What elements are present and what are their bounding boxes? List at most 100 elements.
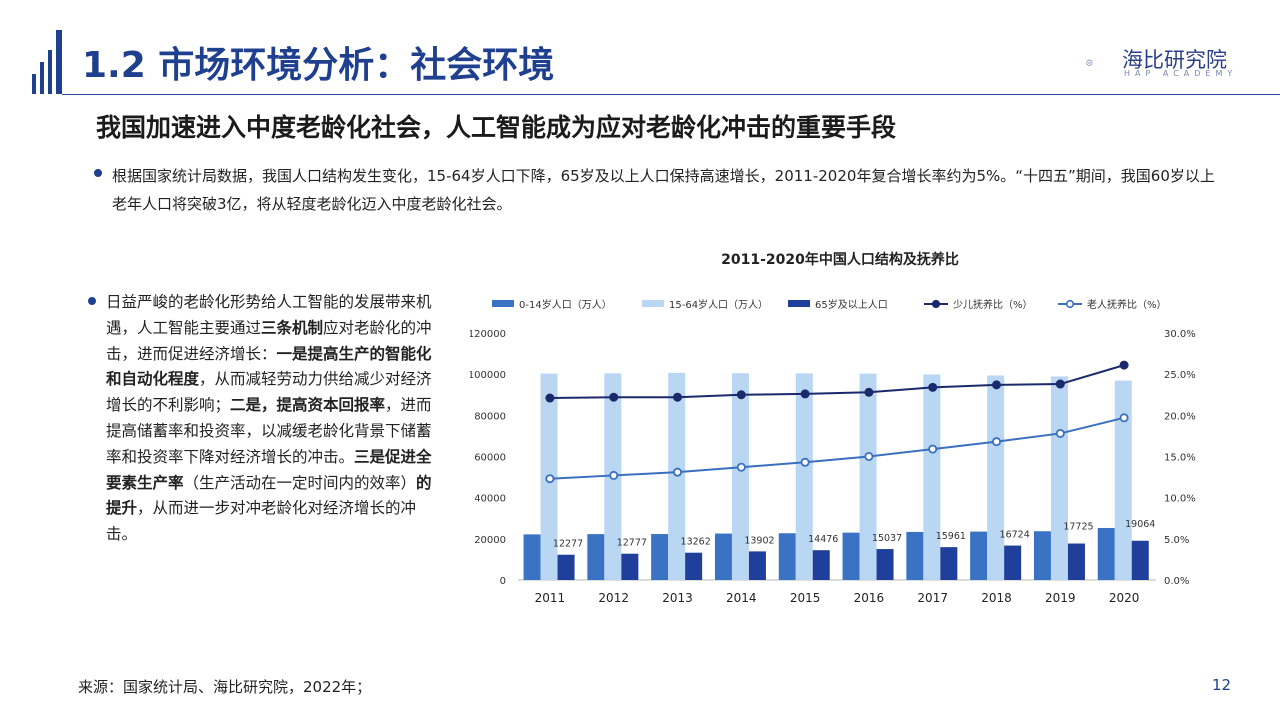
x-axis-tick: 2013 [662, 591, 693, 605]
left-axis-tick: 60000 [474, 453, 506, 464]
line-point [992, 380, 1002, 390]
x-axis-tick: 2015 [790, 591, 821, 605]
right-axis-tick: 20.0% [1164, 411, 1196, 422]
bar-age15-64 [1050, 376, 1068, 580]
line-point [736, 390, 746, 400]
left-axis-tick: 40000 [474, 494, 506, 505]
line-point [864, 387, 874, 397]
legend-swatch [788, 300, 810, 307]
right-axis-tick: 5.0% [1164, 535, 1189, 546]
bar-age65plus [1067, 543, 1085, 580]
bar-data-label: 13902 [744, 535, 774, 546]
line-point [928, 382, 938, 392]
x-axis-tick: 2018 [981, 591, 1012, 605]
legend-label: 0-14岁人口（万人） [519, 298, 612, 311]
bar-data-label: 16724 [1000, 530, 1030, 541]
line-point [609, 470, 619, 480]
x-axis-tick: 2014 [726, 591, 757, 605]
bar-age0-14 [778, 533, 796, 580]
bar-age65plus [685, 552, 703, 580]
text-run: ，从而减轻劳动力供给减少对经济增长的不利影响； [106, 370, 432, 415]
bar-age65plus [1004, 545, 1022, 580]
bar-data-label: 15037 [872, 533, 902, 544]
bullet-2 [88, 297, 96, 305]
right-axis-tick: 30.0% [1164, 329, 1196, 340]
bar-age0-14 [970, 531, 988, 580]
bar-age65plus [876, 549, 894, 580]
slide-subtitle: 我国加速进入中度老龄化社会，人工智能成为应对老龄化冲击的重要手段 [96, 113, 897, 142]
line-point [992, 437, 1002, 447]
bar-age15-64 [859, 373, 877, 580]
elderly-dependency-line [549, 416, 1125, 480]
line-point [545, 474, 555, 484]
bullet-1 [94, 169, 102, 177]
bar-age65plus [940, 547, 958, 580]
paragraph-statistics: 根据国家统计局数据，我国人口结构发生变化，15-64岁人口下降，65岁及以上人口… [112, 167, 1215, 213]
legend-swatch [492, 300, 514, 307]
bar-age0-14 [523, 534, 541, 580]
bar-age0-14 [714, 533, 732, 580]
title-divider [62, 94, 1280, 95]
line-point [672, 467, 682, 477]
page-number: 12 [1212, 676, 1232, 694]
bar-data-label: 12777 [617, 538, 647, 549]
text-run: （生产活动在一定时间内的效率） [183, 473, 417, 492]
bar-age15-64 [731, 373, 749, 580]
bar-data-label: 13262 [681, 537, 711, 548]
text-run: ，进而提高储蓄率和投资率，以减缓老龄化背景下储蓄率和投资率下降对经济增长的冲击。 [106, 396, 432, 466]
page-title: 1.2 市场环境分析：社会环境 [82, 45, 555, 86]
left-axis-tick: 20000 [474, 535, 506, 546]
bar-age0-14 [587, 534, 605, 580]
bar-age65plus [557, 554, 575, 580]
line-point [609, 392, 619, 402]
bold-run: 的提升 [106, 473, 432, 518]
legend-label: 老人抚养比（%） [1087, 298, 1167, 311]
bold-run: 三是促进全要素生产率 [106, 447, 432, 492]
x-axis-tick: 2012 [598, 591, 629, 605]
right-axis-tick: 0.0% [1164, 576, 1189, 587]
bar-age0-14 [842, 532, 860, 580]
line-point [1119, 360, 1129, 370]
bar-age65plus [1131, 540, 1149, 580]
bar-age15-64 [987, 375, 1005, 580]
bar-age15-64 [1114, 380, 1132, 580]
left-axis-tick: 80000 [474, 411, 506, 422]
line-point [736, 462, 746, 472]
right-axis-tick: 25.0% [1164, 370, 1196, 381]
legend-label: 15-64岁人口（万人） [669, 298, 768, 311]
x-axis-tick: 2011 [535, 591, 566, 605]
bar-data-label: 12277 [553, 539, 583, 550]
bar-age65plus [621, 553, 639, 580]
legend-label: 少儿抚养比（%） [953, 298, 1033, 311]
bar-data-label: 19064 [1125, 519, 1155, 530]
bar-data-label: 17725 [1063, 522, 1093, 533]
line-point [800, 389, 810, 399]
line-point [1119, 413, 1129, 423]
source-note: 来源：国家统计局、海比研究院，2022年； [78, 678, 372, 696]
right-axis-tick: 15.0% [1164, 453, 1196, 464]
legend-label: 65岁及以上人口 [815, 298, 888, 311]
line-point [1055, 428, 1065, 438]
bar-age15-64 [795, 373, 813, 580]
header-bars-decoration [32, 30, 62, 94]
left-axis-tick: 120000 [470, 329, 506, 340]
child-dependency-line [549, 364, 1125, 400]
right-axis-tick: 10.0% [1164, 494, 1196, 505]
bar-age0-14 [651, 534, 669, 580]
text-run: 日益严峻的老龄化形势给人工智能的发展带来机遇，人工智能主要通过 [106, 293, 432, 337]
bar-data-label: 15961 [936, 531, 966, 542]
line-point [1055, 379, 1065, 389]
text-run: ，从而进一步对冲老龄化对经济增长的冲击。 [106, 499, 417, 544]
left-axis-tick: 0 [500, 576, 506, 587]
line-point [864, 451, 874, 461]
bold-run: 三条机制 [261, 318, 324, 337]
text-run: 应对老龄化的冲击，进而促进经济增长： [106, 318, 432, 363]
bar-age65plus [748, 551, 766, 580]
bold-run: 二是，提高资本回报率 [230, 396, 386, 415]
bar-age0-14 [1097, 527, 1115, 580]
bold-run: 一是提高生产的智能化和自动化程度 [106, 344, 432, 389]
bar-age65plus [812, 550, 830, 580]
legend-marker [931, 299, 941, 309]
left-axis-tick: 100000 [470, 370, 506, 381]
paragraph-ai-mechanisms: 日益严峻的老龄化形势给人工智能的发展带来机遇，人工智能主要通过三条机制应对老龄化… [106, 290, 440, 548]
